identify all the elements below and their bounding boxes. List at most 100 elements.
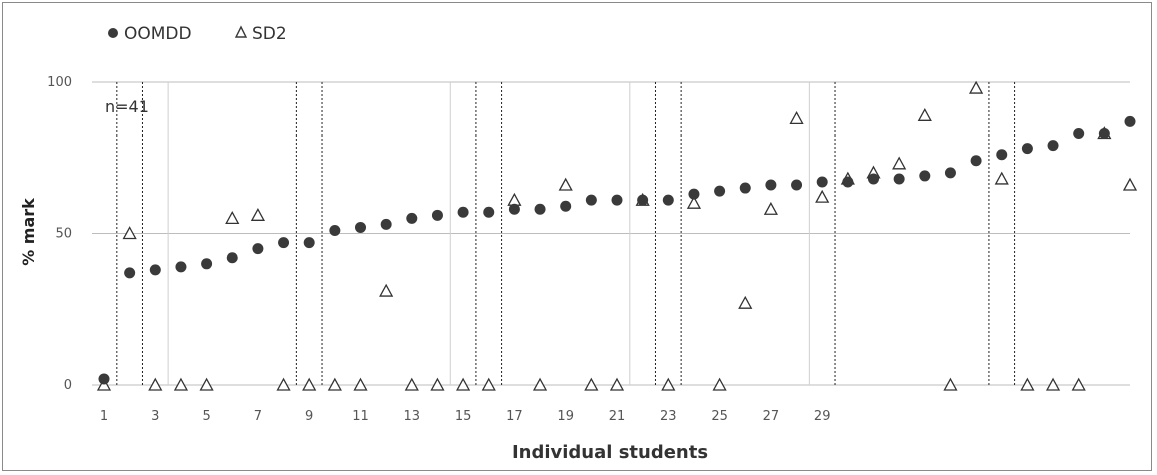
sd2-point	[173, 377, 189, 391]
oomdd-point	[1047, 140, 1059, 152]
x-tick-label: 19	[557, 409, 574, 424]
oomdd-point	[688, 188, 700, 200]
x-tick-label: 3	[151, 409, 159, 424]
legend-sd2-marker	[234, 25, 248, 38]
oomdd-point	[226, 252, 238, 264]
sd2-point	[609, 377, 625, 391]
oomdd-point	[483, 206, 495, 218]
sd2-point	[148, 377, 163, 391]
oomdd-point	[303, 237, 315, 249]
sd2-point	[1020, 377, 1035, 391]
legend-sd2-label: SD2	[252, 24, 287, 44]
oomdd-point	[1021, 143, 1033, 155]
oomdd-point	[560, 200, 572, 212]
y-tick-label: 100	[47, 75, 72, 90]
legend-oomdd-label: OOMDD	[124, 24, 192, 44]
oomdd-point	[739, 182, 751, 194]
sd2-point	[250, 207, 265, 221]
oomdd-point	[585, 194, 597, 206]
sd2-point	[558, 177, 573, 191]
sd2-point	[456, 377, 471, 391]
x-axis-label: Individual students	[512, 442, 708, 463]
sd2-point	[302, 377, 317, 391]
oomdd-point	[98, 373, 110, 385]
sd2-point	[404, 377, 419, 391]
x-tick-label: 9	[305, 409, 313, 424]
y-axis-ticks: 0 50 100	[47, 75, 72, 393]
sd2-point	[994, 171, 1009, 185]
sd2-point	[96, 377, 112, 391]
sd2-point	[686, 195, 702, 209]
sample-size-annotation: n=41	[105, 97, 149, 116]
sd2-point	[353, 377, 368, 391]
oomdd-point	[919, 170, 931, 182]
oomdd-point	[278, 237, 290, 249]
oomdd-point	[662, 194, 674, 206]
y-axis-label: % mark	[19, 198, 38, 266]
sd2-point	[327, 377, 342, 391]
oomdd-point	[201, 258, 213, 270]
oomdd-point	[1098, 128, 1110, 140]
sd2-point	[532, 377, 548, 391]
sd2-point	[892, 156, 907, 170]
oomdd-point	[534, 203, 546, 215]
y-tick-label: 50	[55, 227, 72, 242]
legend: OOMDD SD2	[108, 24, 287, 44]
gridlines	[92, 81, 1130, 386]
oomdd-point	[457, 206, 469, 218]
oomdd-point	[611, 194, 623, 206]
sd2-point	[1122, 177, 1138, 191]
sd2-point	[763, 201, 778, 215]
oomdd-point	[508, 203, 520, 215]
series-oomdd	[98, 115, 1136, 385]
sd2-point	[943, 377, 958, 391]
x-tick-label: 1	[100, 409, 108, 424]
sd2-point	[1045, 377, 1061, 391]
oomdd-point	[1124, 115, 1136, 127]
oomdd-point	[893, 173, 905, 185]
sd2-point	[481, 377, 496, 391]
sd2-point	[789, 111, 804, 125]
oomdd-point	[406, 212, 418, 224]
x-tick-label: 25	[711, 409, 728, 424]
oomdd-point	[868, 173, 879, 185]
x-tick-label: 7	[254, 409, 262, 424]
x-tick-label: 5	[202, 409, 210, 424]
oomdd-point	[714, 185, 726, 197]
sd2-point	[815, 189, 830, 203]
oomdd-point	[944, 167, 956, 179]
x-tick-label: 21	[609, 409, 626, 424]
sd2-point	[584, 377, 599, 391]
sd2-point	[661, 377, 676, 391]
series-sd2	[96, 80, 1138, 391]
sd2-point	[917, 107, 932, 121]
oomdd-point	[124, 267, 136, 279]
oomdd-point	[431, 209, 443, 221]
oomdd-point	[791, 179, 803, 191]
oomdd-point	[842, 176, 854, 188]
sd2-point	[1071, 377, 1086, 391]
sd2-point	[379, 283, 394, 297]
x-tick-label: 17	[506, 409, 523, 424]
sd2-point	[507, 192, 522, 206]
oomdd-point	[816, 176, 828, 188]
oomdd-point	[380, 218, 392, 230]
x-axis-ticks: 1 3 5 7 9 11 13 15 17 19 21 23 25 27 29	[100, 409, 831, 424]
oomdd-point	[970, 155, 982, 167]
x-tick-label: 13	[404, 409, 421, 424]
oomdd-point	[149, 264, 161, 276]
sd2-point	[225, 210, 240, 225]
oomdd-point	[252, 243, 264, 255]
x-tick-label: 23	[660, 409, 677, 424]
x-tick-label: 11	[352, 409, 369, 424]
sd2-point	[712, 377, 727, 391]
group-divider-lines	[116, 82, 1016, 385]
oomdd-point	[996, 149, 1008, 161]
y-tick-label: 0	[64, 378, 72, 393]
oomdd-point	[637, 194, 649, 206]
sd2-point	[430, 377, 445, 391]
sd2-point	[276, 377, 291, 391]
legend-oomdd-marker	[108, 28, 118, 38]
